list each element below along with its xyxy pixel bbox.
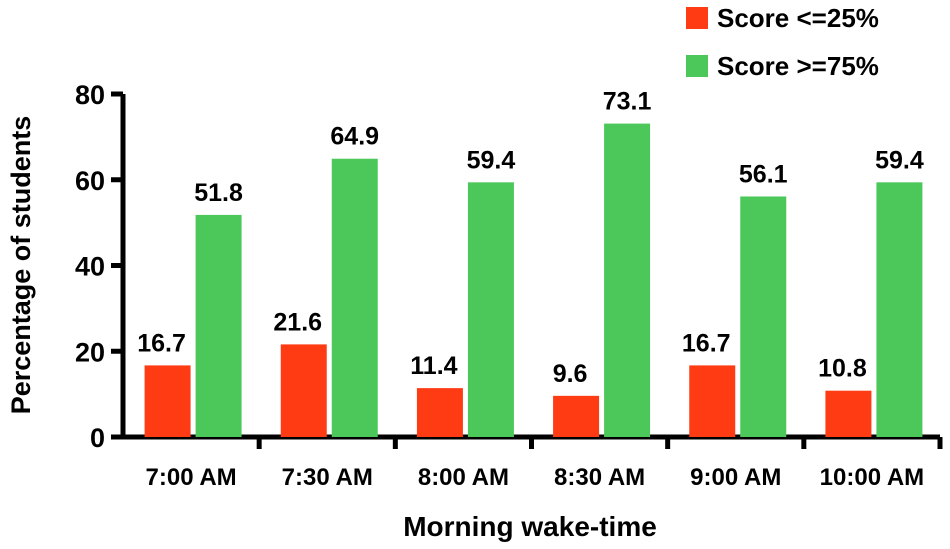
data-label-s0-c3: 9.6 [553,360,588,388]
x-tick-label-3: 8:30 AM [554,464,645,491]
x-tick-label-0: 7:00 AM [146,464,237,491]
legend: Score <=25% Score >=75% [686,3,879,81]
data-label-s0-c0: 16.7 [137,329,186,357]
data-label-s1-c3: 73.1 [603,88,652,116]
x-tick-label-4: 9:00 AM [690,464,781,491]
data-label-s1-c5: 59.4 [875,146,924,174]
data-label-s1-c4: 56.1 [739,160,788,188]
y-tick-label-4: 80 [75,80,105,110]
data-label-s0-c5: 10.8 [818,355,867,383]
data-label-s0-c4: 16.7 [682,329,731,357]
y-tick-label-1: 20 [75,337,105,367]
y-axis-title: Percentage of students [6,116,36,415]
bar-s1-c2 [467,182,514,437]
x-axis-title: Morning wake-time [403,511,657,542]
y-tick-label-0: 0 [90,423,105,453]
plot-area: 0 20 40 60 80 16.7 51.8 7:00 AM 21.6 64.9 7:30 AM 1… [75,80,943,491]
data-label-s0-c2: 11.4 [410,352,457,380]
y-tick-label-2: 40 [75,252,105,282]
data-label-s1-c0: 51.8 [194,179,243,207]
x-tick-label-2: 8:00 AM [418,464,509,491]
bar-s0-c2 [416,388,463,437]
bar-s1-c1 [331,158,378,437]
x-tick-label-1: 7:30 AM [282,464,373,491]
legend-label-1: Score >=75% [717,51,879,81]
y-tick-label-3: 60 [75,166,105,196]
bar-s1-c4 [740,196,787,437]
legend-swatch-0 [686,7,708,29]
bar-s1-c3 [604,123,651,438]
bar-s1-c0 [195,214,242,437]
data-label-s1-c1: 64.9 [330,123,379,151]
legend-swatch-1 [686,55,708,77]
bar-s0-c1 [280,344,327,437]
bar-s0-c5 [825,390,872,437]
legend-label-0: Score <=25% [717,3,879,33]
bar-s0-c0 [144,365,191,437]
data-label-s0-c1: 21.6 [273,308,322,336]
data-label-s1-c2: 59.4 [467,146,516,174]
bar-s1-c5 [876,182,923,437]
bar-s0-c4 [689,365,736,437]
x-tick-label-5: 10:00 AM [820,464,924,491]
bar-s0-c3 [553,395,600,437]
